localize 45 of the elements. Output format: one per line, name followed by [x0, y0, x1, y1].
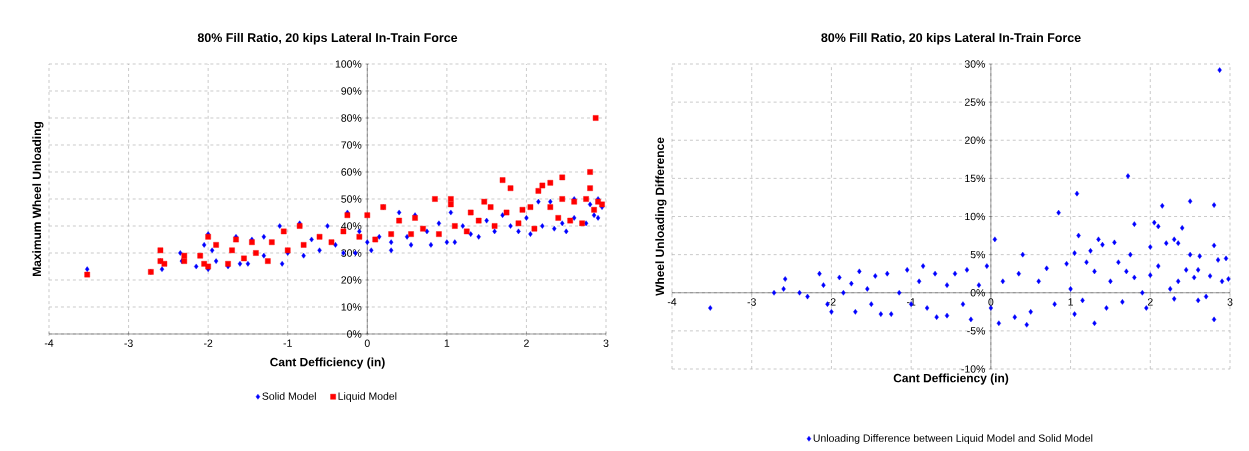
y-axis-title: Wheel Unloading Difference	[655, 137, 667, 296]
x-tick-label: 1	[444, 339, 450, 347]
y-tick-label: 25%	[964, 98, 985, 106]
x-axis-title: Cant Defficiency (in)	[270, 357, 385, 369]
x-tick-label: 3	[603, 339, 609, 347]
chart-title: 80% Fill Ratio, 20 kips Lateral In-Train Force	[197, 32, 458, 45]
x-axis-title: Cant Defficiency (in)	[893, 373, 1009, 385]
y-axis-title: Maximum Wheel Unloading	[32, 122, 44, 276]
x-tick-label: 1	[1068, 298, 1073, 306]
y-tick-label: 15%	[965, 174, 985, 183]
x-tick-label: -3	[747, 298, 756, 306]
y-tick-label: 100%	[335, 60, 362, 68]
y-tick-label: 5%	[970, 250, 985, 259]
x-tick-label: 0	[364, 339, 370, 347]
y-tick-label: 40%	[341, 222, 362, 230]
y-tick-label: 0%	[970, 289, 985, 297]
y-tick-label: -5%	[967, 327, 985, 335]
y-tick-label: 30%	[964, 60, 985, 68]
y-tick-label: 70%	[341, 141, 362, 149]
x-tick-label: 0	[988, 298, 994, 306]
y-tick-label: 10%	[341, 303, 362, 311]
y-tick-label: 0%	[347, 330, 362, 338]
chart-title: 80% Fill Ratio, 20 kips Lateral In-Train Force	[821, 32, 1081, 45]
legend-label: Liquid Model	[338, 392, 397, 402]
x-tick-label: -2	[203, 339, 213, 347]
y-tick-label: 80%	[341, 114, 362, 122]
y-tick-label: 50%	[341, 195, 362, 203]
y-tick-label: 90%	[341, 87, 362, 95]
x-tick-label: -4	[44, 339, 54, 347]
x-tick-label: -3	[124, 339, 133, 347]
x-tick-label: -1	[283, 339, 292, 347]
x-tick-label: 3	[1227, 298, 1233, 306]
y-tick-label: -10%	[961, 365, 985, 373]
y-tick-label: 20%	[341, 276, 362, 284]
x-tick-label: -2	[827, 298, 836, 306]
x-tick-label: 2	[524, 339, 529, 347]
y-tick-label: 30%	[341, 249, 362, 257]
legend-label: Unloading Difference between Liquid Model and Solid Model	[813, 434, 1093, 444]
y-tick-label: 20%	[964, 136, 985, 144]
x-tick-label: -1	[906, 298, 916, 306]
x-tick-label: -4	[667, 298, 677, 306]
legend-label: Solid Model	[262, 392, 316, 400]
y-tick-label: 60%	[341, 168, 362, 176]
y-tick-label: 10%	[965, 212, 985, 221]
x-tick-label: 2	[1147, 298, 1153, 306]
